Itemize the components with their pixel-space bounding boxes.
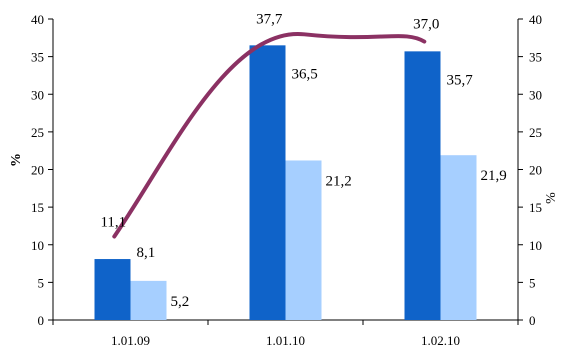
- y-tick-label-left: 15: [31, 200, 44, 215]
- y-tick-label-left: 20: [31, 163, 44, 178]
- y-tick-label-left: 30: [31, 87, 44, 102]
- y-tick-label-left: 40: [31, 12, 44, 27]
- y-axis-label-left: %: [9, 153, 24, 167]
- bar: [249, 45, 286, 321]
- line-data-label: 37,7: [256, 11, 283, 27]
- y-tick-label-left: 25: [31, 125, 44, 140]
- bar: [440, 155, 477, 320]
- x-tick-label: 1.02.10: [421, 333, 460, 348]
- y-tick-label-left: 35: [31, 50, 44, 65]
- bar: [404, 51, 441, 321]
- y-tick-label-right: 10: [529, 238, 542, 253]
- y-axis-label-right: %: [544, 192, 559, 204]
- line-data-label: 11,1: [100, 214, 126, 230]
- y-tick-label-right: 35: [529, 50, 542, 65]
- y-tick-label-left: 5: [38, 275, 45, 290]
- y-tick-label-right: 30: [529, 87, 542, 102]
- data-label: 35,7: [447, 72, 474, 88]
- y-tick-label-right: 15: [529, 200, 542, 215]
- y-tick-label-right: 0: [529, 313, 536, 328]
- series-line: [112, 32, 427, 239]
- bar: [285, 160, 322, 320]
- y-tick-label-left: 10: [31, 238, 44, 253]
- y-tick-label-left: 0: [38, 313, 45, 328]
- y-tick-label-right: 25: [529, 125, 542, 140]
- plot-area: 0 5 10 15 20 25 30 35 40 0 5 10 15 20 25 30 35 40 1.01.09 1…: [31, 11, 542, 348]
- data-label: 8,1: [137, 245, 156, 261]
- y-tick-label-right: 5: [529, 275, 536, 290]
- data-label: 21,2: [326, 173, 352, 189]
- x-tick-label: 1.01.09: [111, 333, 150, 348]
- y-tick-label-right: 40: [529, 12, 542, 27]
- bar: [130, 280, 167, 320]
- x-tick-label: 1.01.10: [266, 333, 305, 348]
- data-label: 36,5: [292, 66, 318, 82]
- data-label: 21,9: [481, 168, 507, 184]
- data-label: 5,2: [171, 294, 190, 310]
- y-tick-label-right: 20: [529, 163, 542, 178]
- bar: [94, 259, 131, 320]
- line-data-label: 37,0: [413, 17, 439, 33]
